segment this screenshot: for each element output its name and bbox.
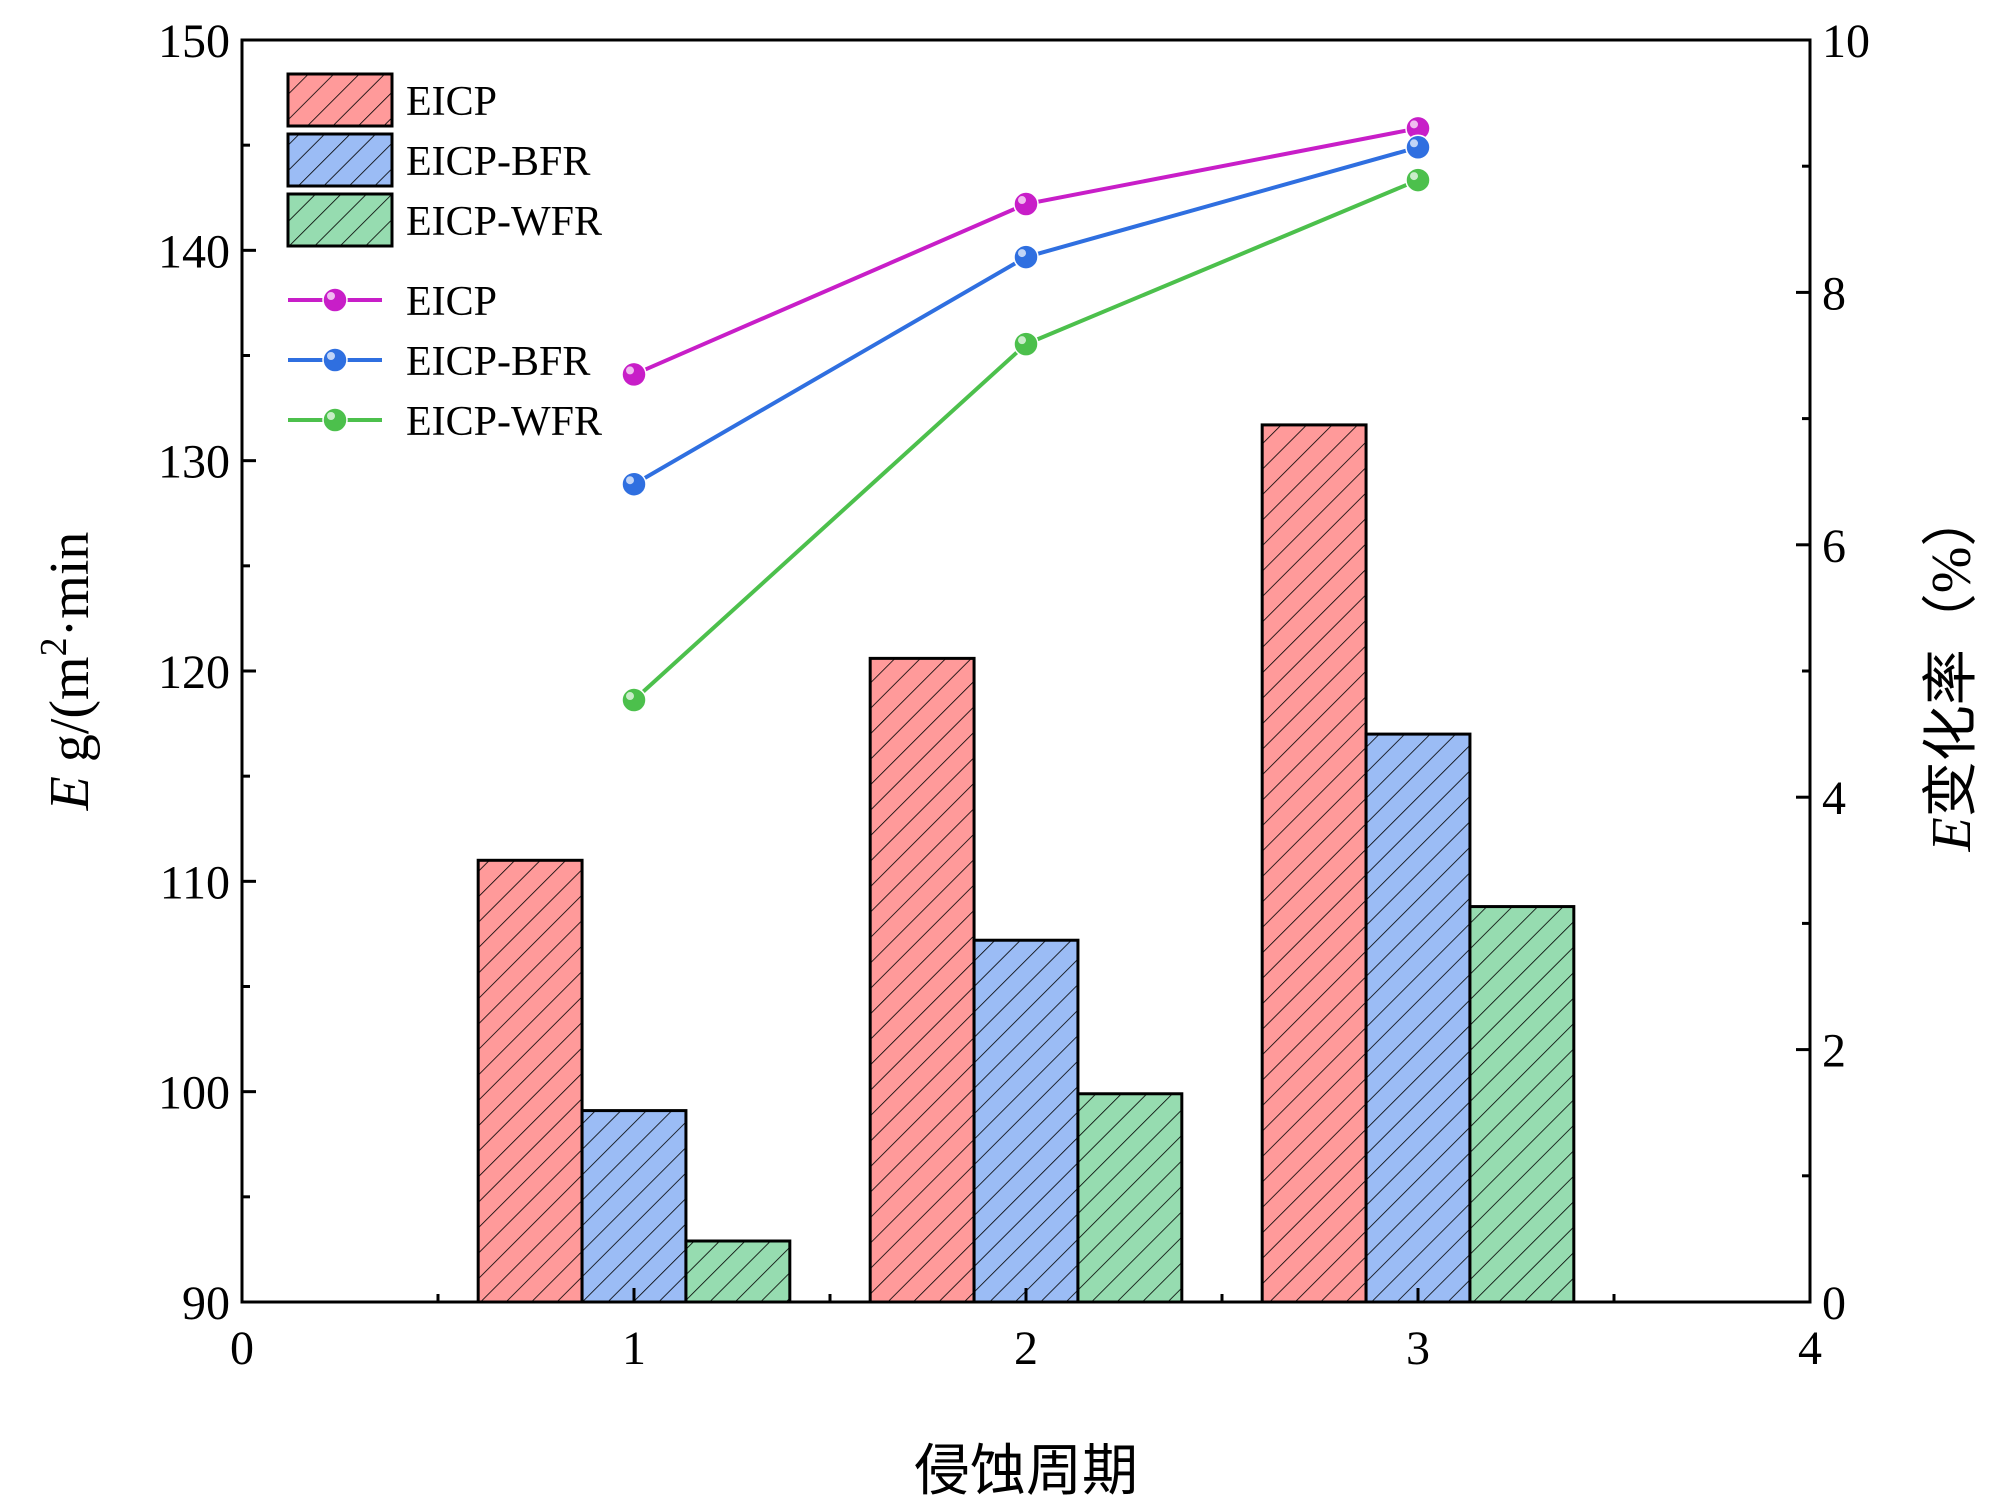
point-highlight-eicp-period-1	[626, 366, 634, 375]
bars-layer	[476, 423, 1576, 1304]
point-eicp-wfr-period-2	[1013, 331, 1039, 357]
legend-marker-eicp-wfr	[322, 407, 348, 433]
y-axis-title-left: E g/(m2·min	[33, 532, 101, 812]
bar-hatch-eicp-bfr-period-3	[1364, 732, 1472, 1304]
bar-hatch-eicp-period-3	[1260, 423, 1368, 1304]
point-highlight-eicp-bfr-period-2	[1018, 249, 1026, 258]
y-left-tick-label-140: 140	[158, 225, 230, 278]
ticks-layer	[240, 38, 1812, 1304]
y-right-tick-label-10: 10	[1822, 15, 1870, 68]
legend-marker-eicp-bfr	[322, 347, 348, 373]
y-right-tick-label-0: 0	[1822, 1277, 1846, 1330]
legend-marker-highlight-eicp-bfr	[327, 352, 335, 360]
x-tick-label-3: 3	[1406, 1322, 1430, 1375]
legend-marker-highlight-eicp	[327, 292, 335, 300]
y-right-tick-label-6: 6	[1822, 520, 1846, 573]
lines-layer	[621, 115, 1431, 713]
point-eicp-bfr-period-3	[1405, 134, 1431, 161]
legend-marker-eicp	[322, 287, 348, 313]
point-highlight-eicp-bfr-period-3	[1410, 139, 1418, 148]
point-highlight-eicp-wfr-period-2	[1018, 336, 1026, 345]
legend-bar-swatch-hatch-eicp-wfr	[286, 192, 394, 248]
legend-line-label-eicp-wfr: EICP-WFR	[406, 399, 602, 445]
point-eicp-period-2	[1013, 191, 1039, 217]
bar-hatch-eicp-wfr-period-3	[1468, 905, 1576, 1304]
legend-marker-highlight-eicp-wfr	[327, 412, 335, 420]
y-axis-title-right: E变化率（%）	[1921, 491, 1983, 853]
y-right-tick-label-4: 4	[1822, 772, 1846, 825]
x-tick-label-1: 1	[622, 1322, 646, 1375]
point-eicp-wfr-period-3	[1405, 167, 1431, 193]
legend-line-label-eicp-bfr: EICP-BFR	[406, 339, 590, 385]
legend-line-label-eicp: EICP	[406, 279, 497, 325]
point-highlight-eicp-period-2	[1018, 196, 1026, 205]
bar-hatch-eicp-wfr-period-1	[684, 1239, 792, 1304]
point-eicp-wfr-period-1	[621, 687, 647, 713]
x-tick-label-0: 0	[230, 1322, 254, 1375]
y-left-tick-label-130: 130	[158, 436, 230, 489]
y-left-tick-label-100: 100	[158, 1067, 230, 1120]
bar-hatch-eicp-period-2	[868, 656, 976, 1304]
legend-bar-swatch-hatch-eicp-bfr	[286, 132, 394, 188]
x-tick-label-2: 2	[1014, 1322, 1038, 1375]
point-eicp-bfr-period-2	[1013, 244, 1039, 270]
point-eicp-period-1	[621, 361, 647, 388]
bar-hatch-eicp-bfr-period-2	[972, 938, 1080, 1304]
legend-bar-label-eicp-wfr: EICP-WFR	[406, 199, 602, 245]
point-highlight-eicp-wfr-period-3	[1410, 172, 1418, 181]
y-left-tick-label-110: 110	[160, 856, 230, 909]
y-left-tick-label-150: 150	[158, 15, 230, 68]
bar-hatch-eicp-wfr-period-2	[1076, 1092, 1184, 1304]
legend-bar-swatch-hatch-eicp	[286, 72, 394, 128]
tick-labels-layer: 0 1 2 3 4 90 100 110 120 130 140 150 0 2 4 6 8 10	[158, 15, 1870, 1375]
legend-bar-label-eicp: EICP	[406, 79, 497, 125]
y-right-tick-label-8: 8	[1822, 267, 1846, 320]
y-left-tick-label-120: 120	[158, 646, 230, 699]
point-highlight-eicp-period-3	[1410, 120, 1418, 129]
y-right-tick-label-2: 2	[1822, 1025, 1846, 1078]
point-highlight-eicp-wfr-period-1	[626, 692, 634, 701]
y-left-tick-label-90: 90	[182, 1277, 230, 1330]
x-tick-label-4: 4	[1798, 1322, 1822, 1375]
bar-hatch-eicp-period-1	[476, 858, 584, 1304]
point-highlight-eicp-bfr-period-1	[626, 476, 634, 485]
bar-hatch-eicp-bfr-period-1	[580, 1109, 688, 1304]
legend-bar-label-eicp-bfr: EICP-BFR	[406, 139, 590, 185]
point-eicp-bfr-period-1	[621, 471, 647, 497]
legend: EICP EICP-BFR EICP-WFR EICP EICP-BFR EICP-WFR	[286, 72, 602, 445]
x-axis-title: 侵蚀周期	[914, 1441, 1138, 1503]
